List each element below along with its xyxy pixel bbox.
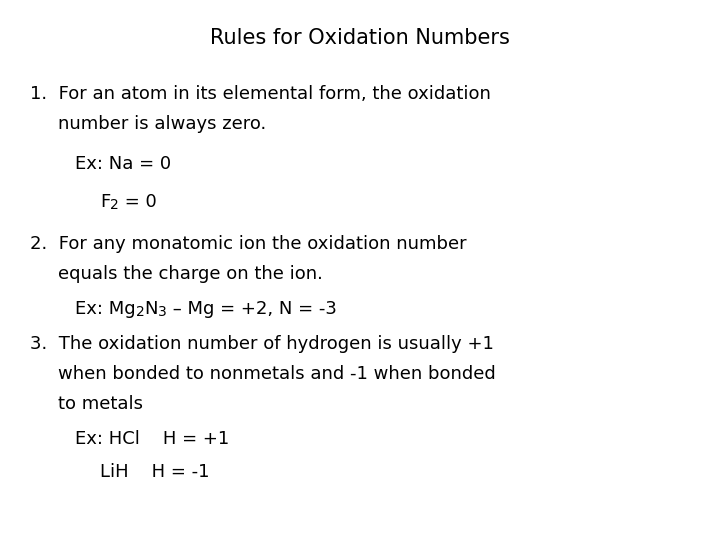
- Text: N: N: [145, 300, 158, 318]
- Text: Ex: Na = 0: Ex: Na = 0: [75, 155, 171, 173]
- Text: to metals: to metals: [58, 395, 143, 413]
- Text: 1.  For an atom in its elemental form, the oxidation: 1. For an atom in its elemental form, th…: [30, 85, 491, 103]
- Text: Ex: HCl    H = +1: Ex: HCl H = +1: [75, 430, 229, 448]
- Text: when bonded to nonmetals and -1 when bonded: when bonded to nonmetals and -1 when bon…: [58, 365, 496, 383]
- Text: equals the charge on the ion.: equals the charge on the ion.: [58, 265, 323, 283]
- Text: 2: 2: [110, 198, 119, 212]
- Text: Rules for Oxidation Numbers: Rules for Oxidation Numbers: [210, 28, 510, 48]
- Text: 3: 3: [158, 305, 166, 319]
- Text: = 0: = 0: [119, 193, 157, 211]
- Text: number is always zero.: number is always zero.: [58, 115, 266, 133]
- Text: 3.  The oxidation number of hydrogen is usually +1: 3. The oxidation number of hydrogen is u…: [30, 335, 494, 353]
- Text: 2.  For any monatomic ion the oxidation number: 2. For any monatomic ion the oxidation n…: [30, 235, 467, 253]
- Text: – Mg = +2, N = -3: – Mg = +2, N = -3: [166, 300, 336, 318]
- Text: LiH    H = -1: LiH H = -1: [100, 463, 210, 481]
- Text: F: F: [100, 193, 110, 211]
- Text: Ex: Mg: Ex: Mg: [75, 300, 135, 318]
- Text: 2: 2: [135, 305, 145, 319]
